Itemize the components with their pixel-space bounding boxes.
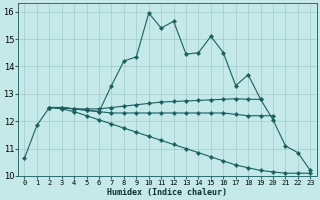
X-axis label: Humidex (Indice chaleur): Humidex (Indice chaleur) — [108, 188, 228, 197]
